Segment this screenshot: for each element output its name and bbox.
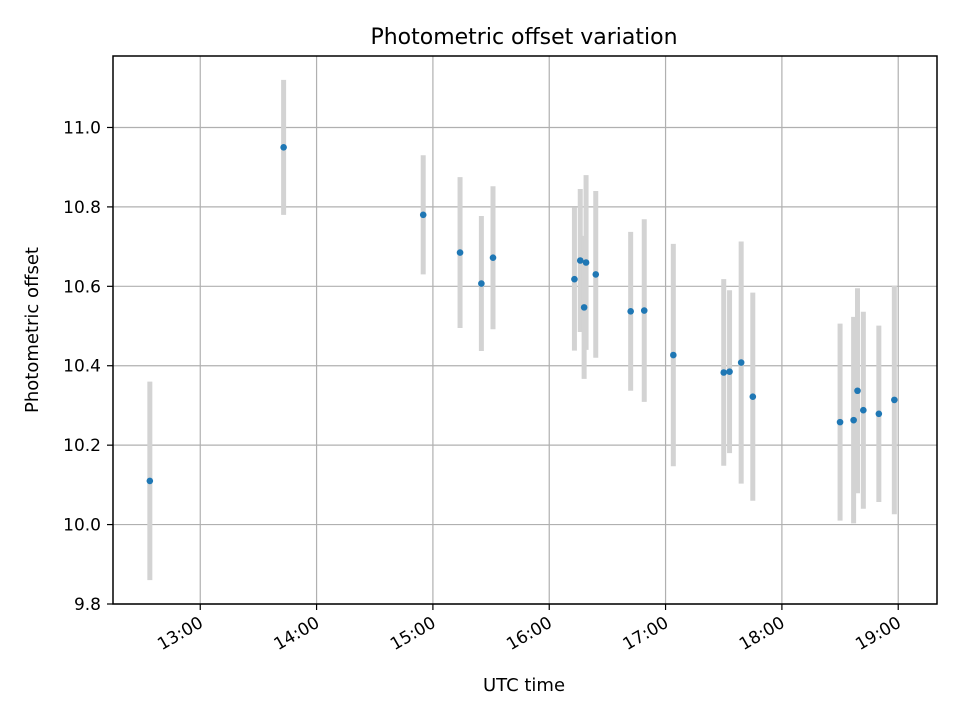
x-tick-label: 19:00 [852,613,904,655]
x-tick-label: 13:00 [154,613,206,655]
x-tick-label: 15:00 [387,613,439,655]
data-point [580,304,588,311]
y-tick-label: 10.4 [63,357,101,377]
data-point [836,418,844,426]
data-point [850,416,857,424]
y-tick-label: 10.2 [63,436,101,456]
data-point [640,307,648,314]
x-tick-label: 18:00 [736,613,788,655]
data-point [419,211,427,219]
data-point [875,410,883,418]
x-tick-label: 16:00 [503,613,555,655]
data-point [576,257,584,264]
y-axis-label: Photometric offset [22,247,43,413]
data-point [627,308,634,315]
data-point [456,249,464,256]
data-point [478,280,485,287]
data-point [489,254,497,262]
y-tick-label: 10.8 [63,198,101,218]
data-point [860,406,867,414]
error-bars [147,79,897,581]
data-point [592,271,600,278]
grid [113,56,937,605]
x-tick-label: 14:00 [271,613,323,655]
data-point [571,275,578,283]
data-point [280,144,287,151]
y-tick-label: 9.8 [74,595,101,615]
y-tick-label: 11.0 [63,118,101,138]
x-tick-label: 17:00 [620,613,672,655]
data-points [146,144,898,485]
plot-frame [112,55,938,605]
data-point [854,387,861,395]
y-tick-label: 10.0 [63,516,101,536]
data-point [726,368,733,375]
y-axis-ticks: 9.8 10.0 10.2 10.4 10.6 10.8 11.0 [63,118,113,615]
x-axis-ticks: 13:00 14:00 15:00 16:00 17:00 18:00 19:00 [154,604,905,655]
y-tick-label: 10.6 [63,277,101,297]
data-point [146,477,154,485]
data-point [737,359,745,366]
data-point [582,259,590,266]
x-axis-label: UTC time [483,675,565,696]
data-point [670,351,677,359]
chart-title: Photometric offset variation [370,25,677,50]
data-point [891,396,898,404]
data-point [749,393,757,401]
data-point [720,369,728,376]
